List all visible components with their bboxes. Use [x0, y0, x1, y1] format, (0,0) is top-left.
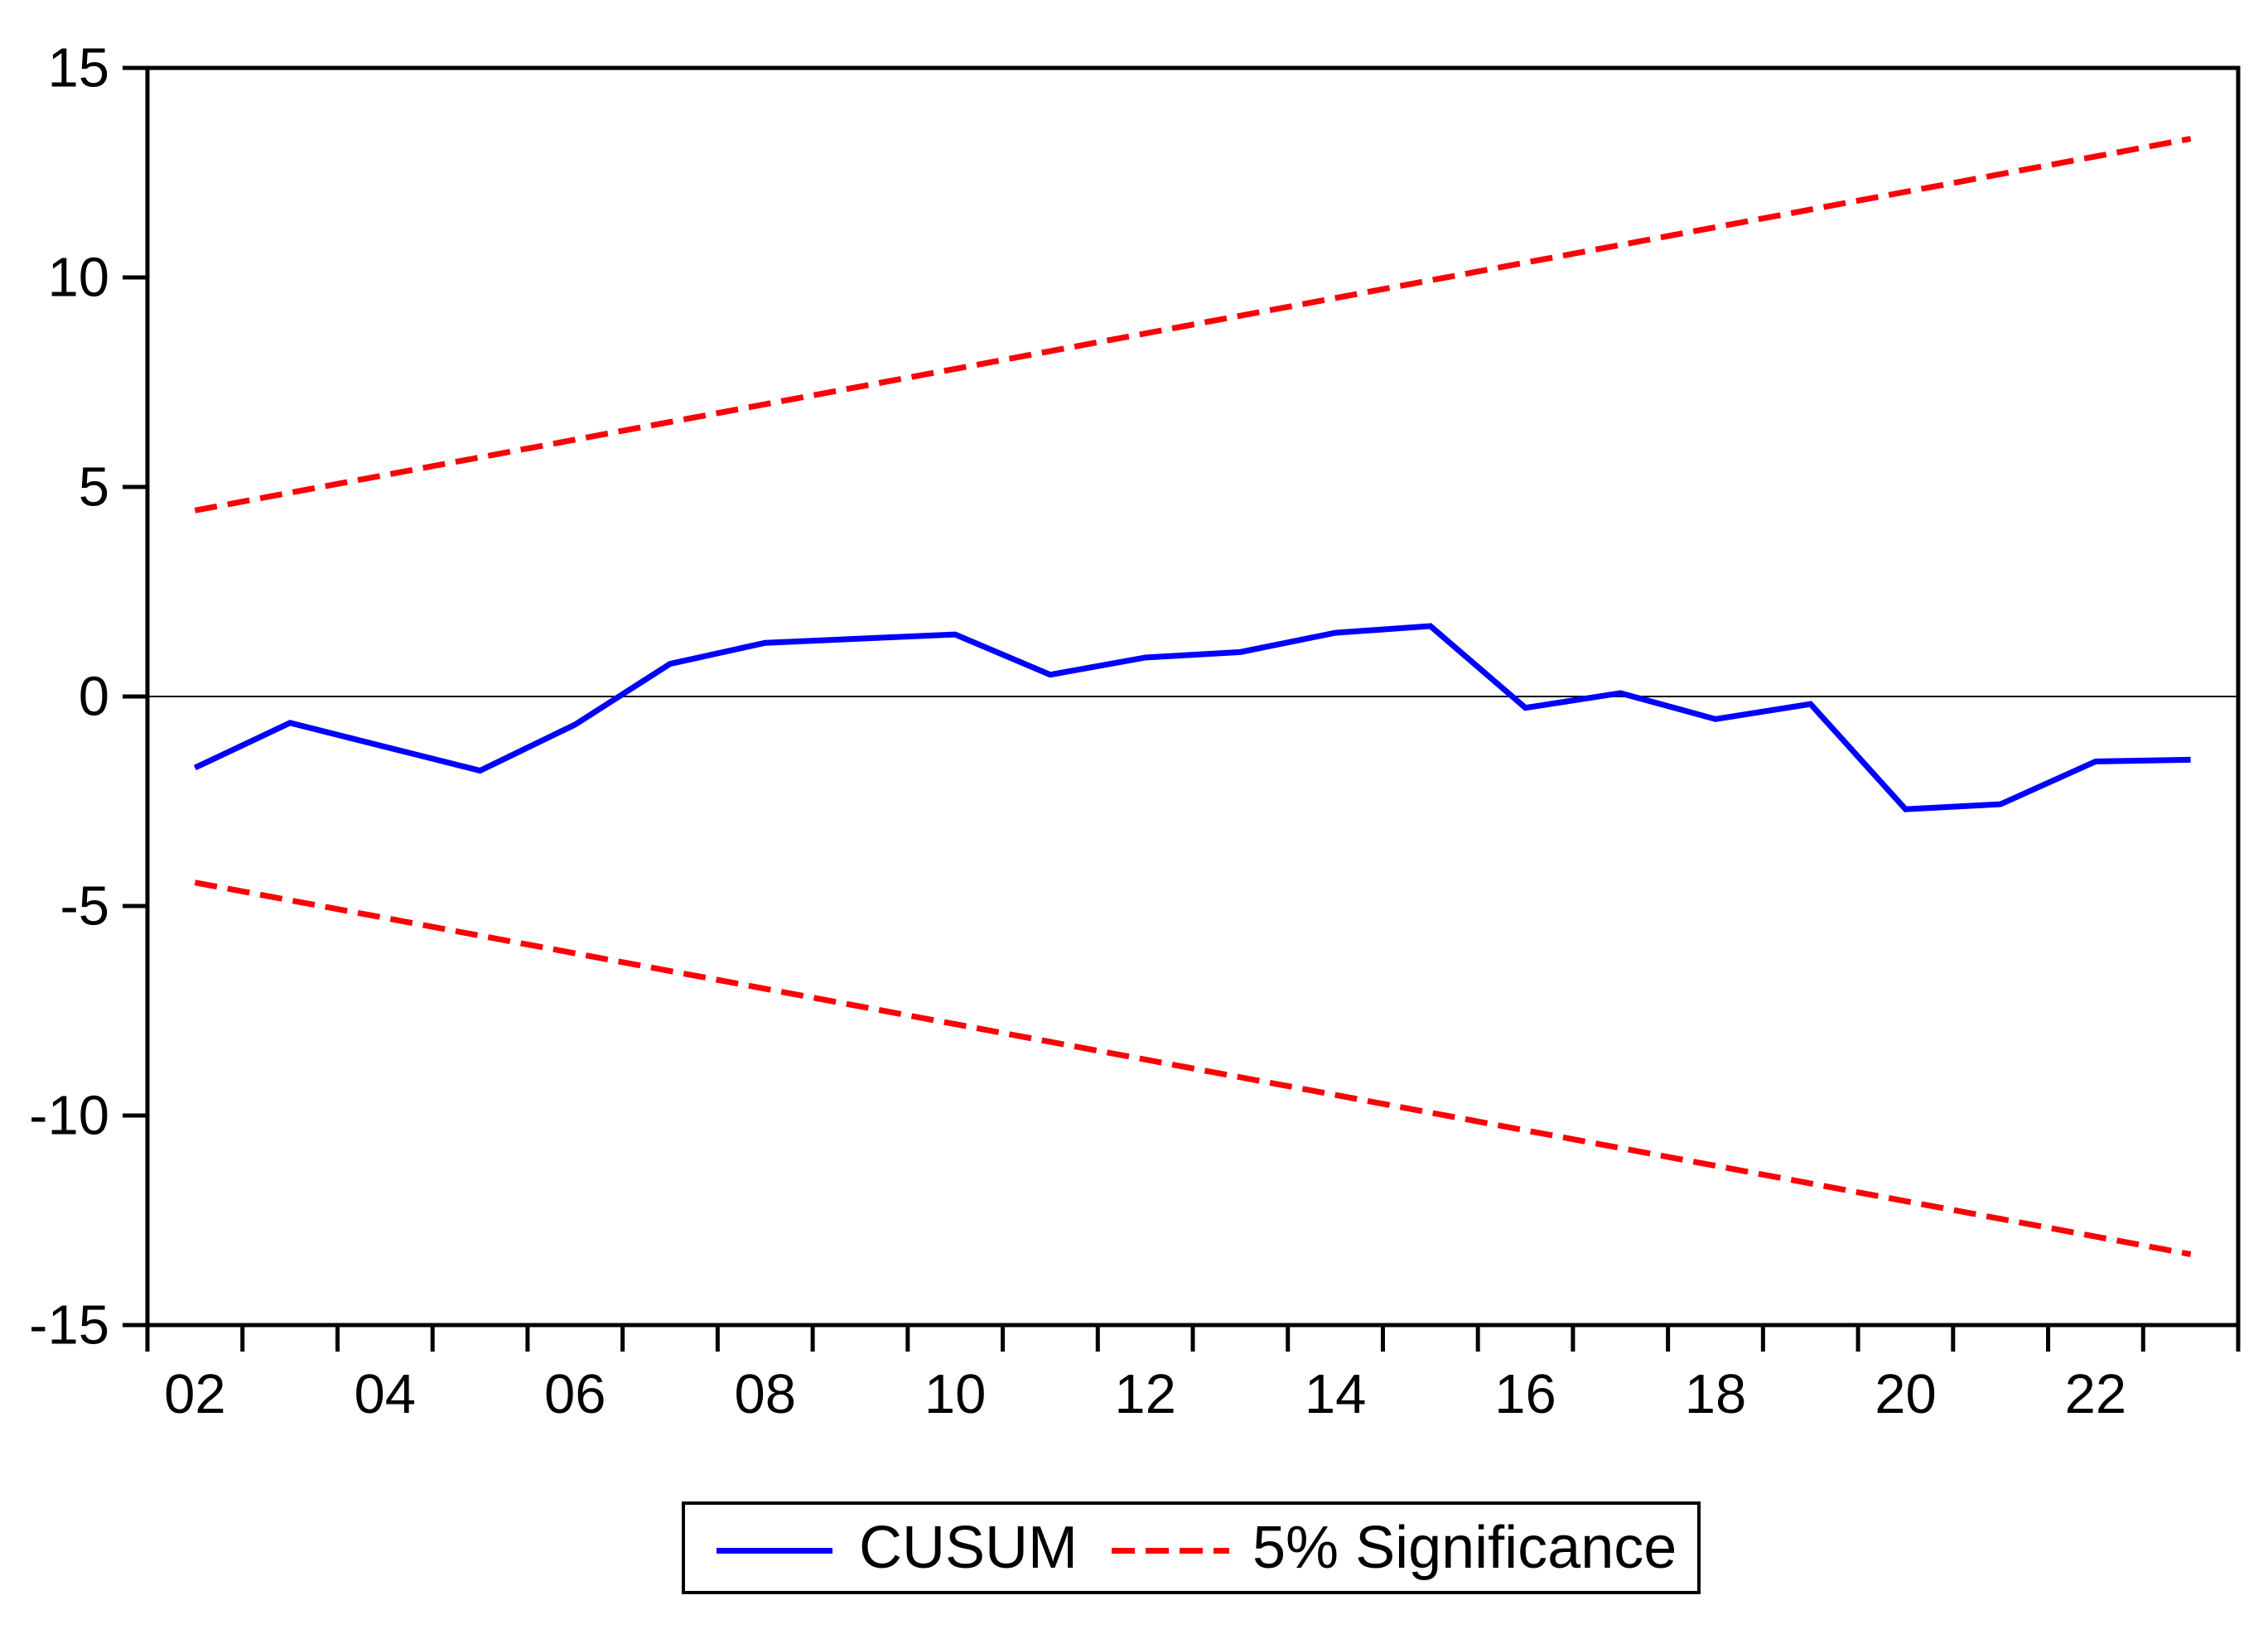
y-axis-label: -5	[60, 875, 109, 937]
x-axis-label: 04	[355, 1363, 417, 1425]
y-axis-label: 15	[47, 37, 109, 99]
x-axis-label: 02	[164, 1363, 226, 1425]
y-axis-label: -10	[29, 1085, 109, 1147]
legend-significance-line-sample	[1112, 1548, 1229, 1554]
x-axis-label: 10	[924, 1363, 987, 1425]
y-axis-label: -15	[29, 1294, 109, 1357]
legend-significance-label: 5% Significance	[1252, 1515, 1677, 1581]
x-axis-label: 18	[1685, 1363, 1747, 1425]
significance-lower-line	[194, 880, 2192, 1257]
legend-cusum-label: CUSUM	[859, 1515, 1078, 1581]
y-axis-label: 5	[79, 456, 109, 518]
legend-cusum-line-sample	[717, 1548, 832, 1554]
significance-upper-line	[194, 136, 2192, 513]
chart-legend: CUSUM 5% Significance	[682, 1501, 1701, 1594]
y-axis-label: 10	[47, 247, 109, 309]
x-axis-label: 06	[544, 1363, 606, 1425]
x-axis-label: 20	[1875, 1363, 1937, 1425]
x-axis-label: 14	[1305, 1363, 1367, 1425]
x-axis-label: 22	[2065, 1363, 2127, 1425]
cusum-line	[193, 623, 2191, 812]
y-axis-label: 0	[79, 666, 109, 728]
x-axis-label: 12	[1114, 1363, 1176, 1425]
x-axis-label: 16	[1494, 1363, 1556, 1425]
x-axis-label: 08	[734, 1363, 796, 1425]
